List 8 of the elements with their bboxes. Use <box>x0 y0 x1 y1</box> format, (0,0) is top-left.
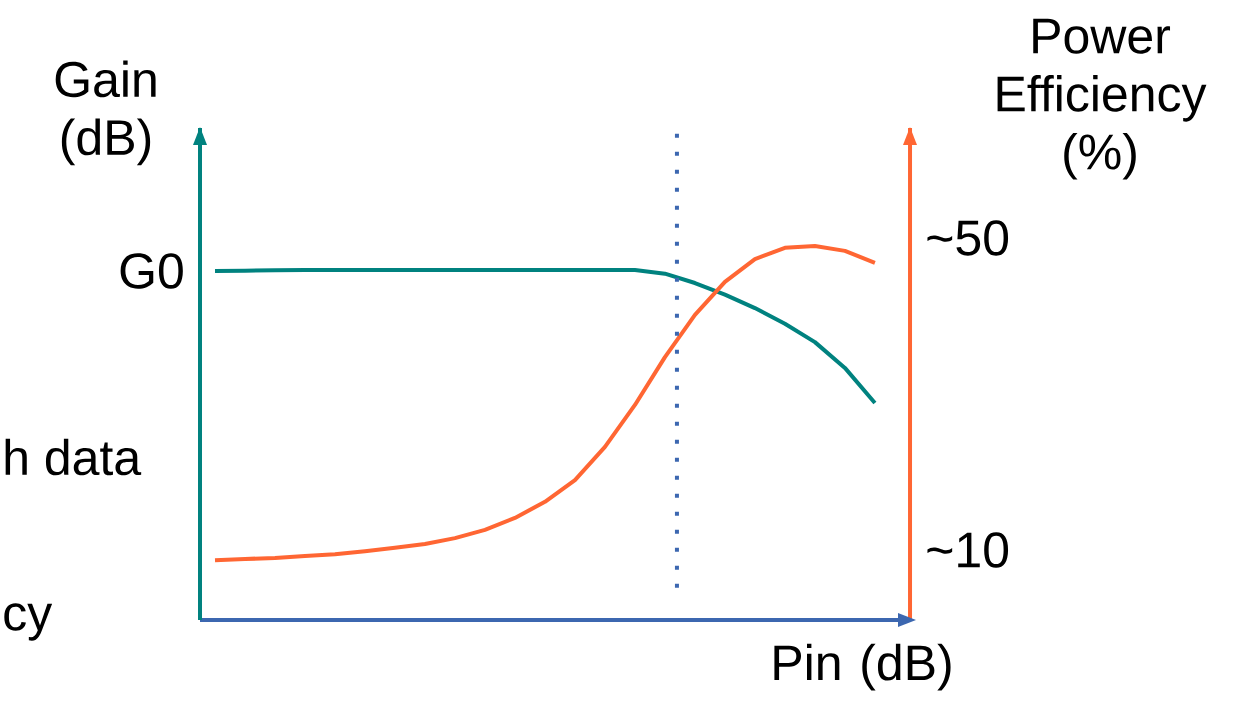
text: ~10 <box>927 532 1009 568</box>
text: cy <box>4 603 53 641</box>
y-axis-title: Gain (dB) <box>55 60 156 166</box>
text: G0 <box>120 253 183 289</box>
x-axis-title: Pin (dB) <box>774 643 951 691</box>
text: ~50 <box>927 220 1009 256</box>
text: h data <box>5 438 142 476</box>
y2-axis-title: Power Efficiency (%) <box>997 18 1207 180</box>
